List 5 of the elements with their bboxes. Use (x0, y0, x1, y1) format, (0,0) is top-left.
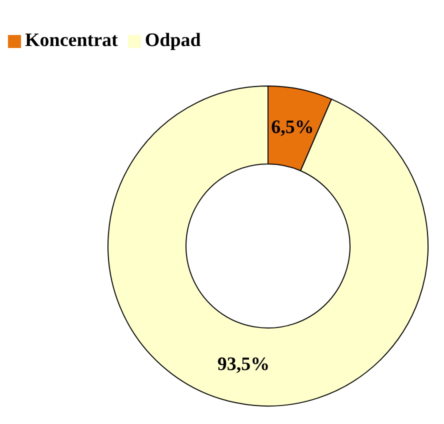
donut-slice (108, 86, 428, 406)
data-label: 93,5% (217, 354, 270, 375)
data-label: 6,5% (271, 117, 314, 138)
legend-label: Koncentrat (25, 30, 118, 51)
legend-label: Odpad (144, 30, 201, 51)
